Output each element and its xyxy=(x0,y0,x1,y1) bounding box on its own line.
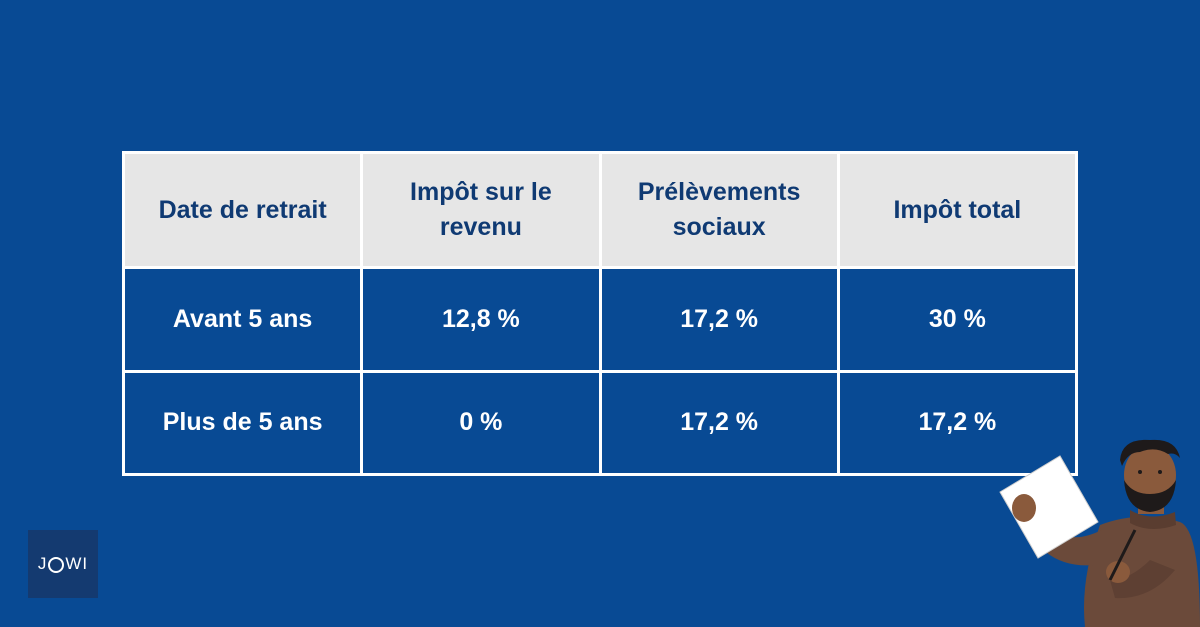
header-cell-social-levies: Prélèvements sociaux xyxy=(598,151,840,269)
table-cell: 30 % xyxy=(836,266,1079,373)
table-header-row: Date de retrait Impôt sur le revenu Prél… xyxy=(121,151,1079,269)
header-cell-date: Date de retrait xyxy=(121,151,364,269)
table-row: Avant 5 ans 12,8 % 17,2 % 30 % xyxy=(121,266,1079,373)
man-with-document-illustration xyxy=(999,439,1200,627)
table-cell: 0 % xyxy=(360,369,602,476)
table-cell: Plus de 5 ans xyxy=(121,369,364,476)
table-cell: 17,2 % xyxy=(836,369,1079,476)
logo-text-right: WI xyxy=(65,554,89,573)
header-cell-income-tax: Impôt sur le revenu xyxy=(360,151,602,269)
jowi-logo: J WI xyxy=(28,530,98,598)
tax-table: Date de retrait Impôt sur le revenu Prél… xyxy=(121,151,1079,476)
table-cell: 17,2 % xyxy=(598,266,840,373)
table-row: Plus de 5 ans 0 % 17,2 % 17,2 % xyxy=(121,369,1079,476)
table-cell: Avant 5 ans xyxy=(121,266,364,373)
header-cell-total-tax: Impôt total xyxy=(836,151,1079,269)
logo-text-left: J xyxy=(37,554,48,573)
table-cell: 12,8 % xyxy=(360,266,602,373)
table-cell: 17,2 % xyxy=(598,369,840,476)
logo-target-icon xyxy=(48,557,65,573)
tax-table-container: Date de retrait Impôt sur le revenu Prél… xyxy=(121,151,1079,476)
